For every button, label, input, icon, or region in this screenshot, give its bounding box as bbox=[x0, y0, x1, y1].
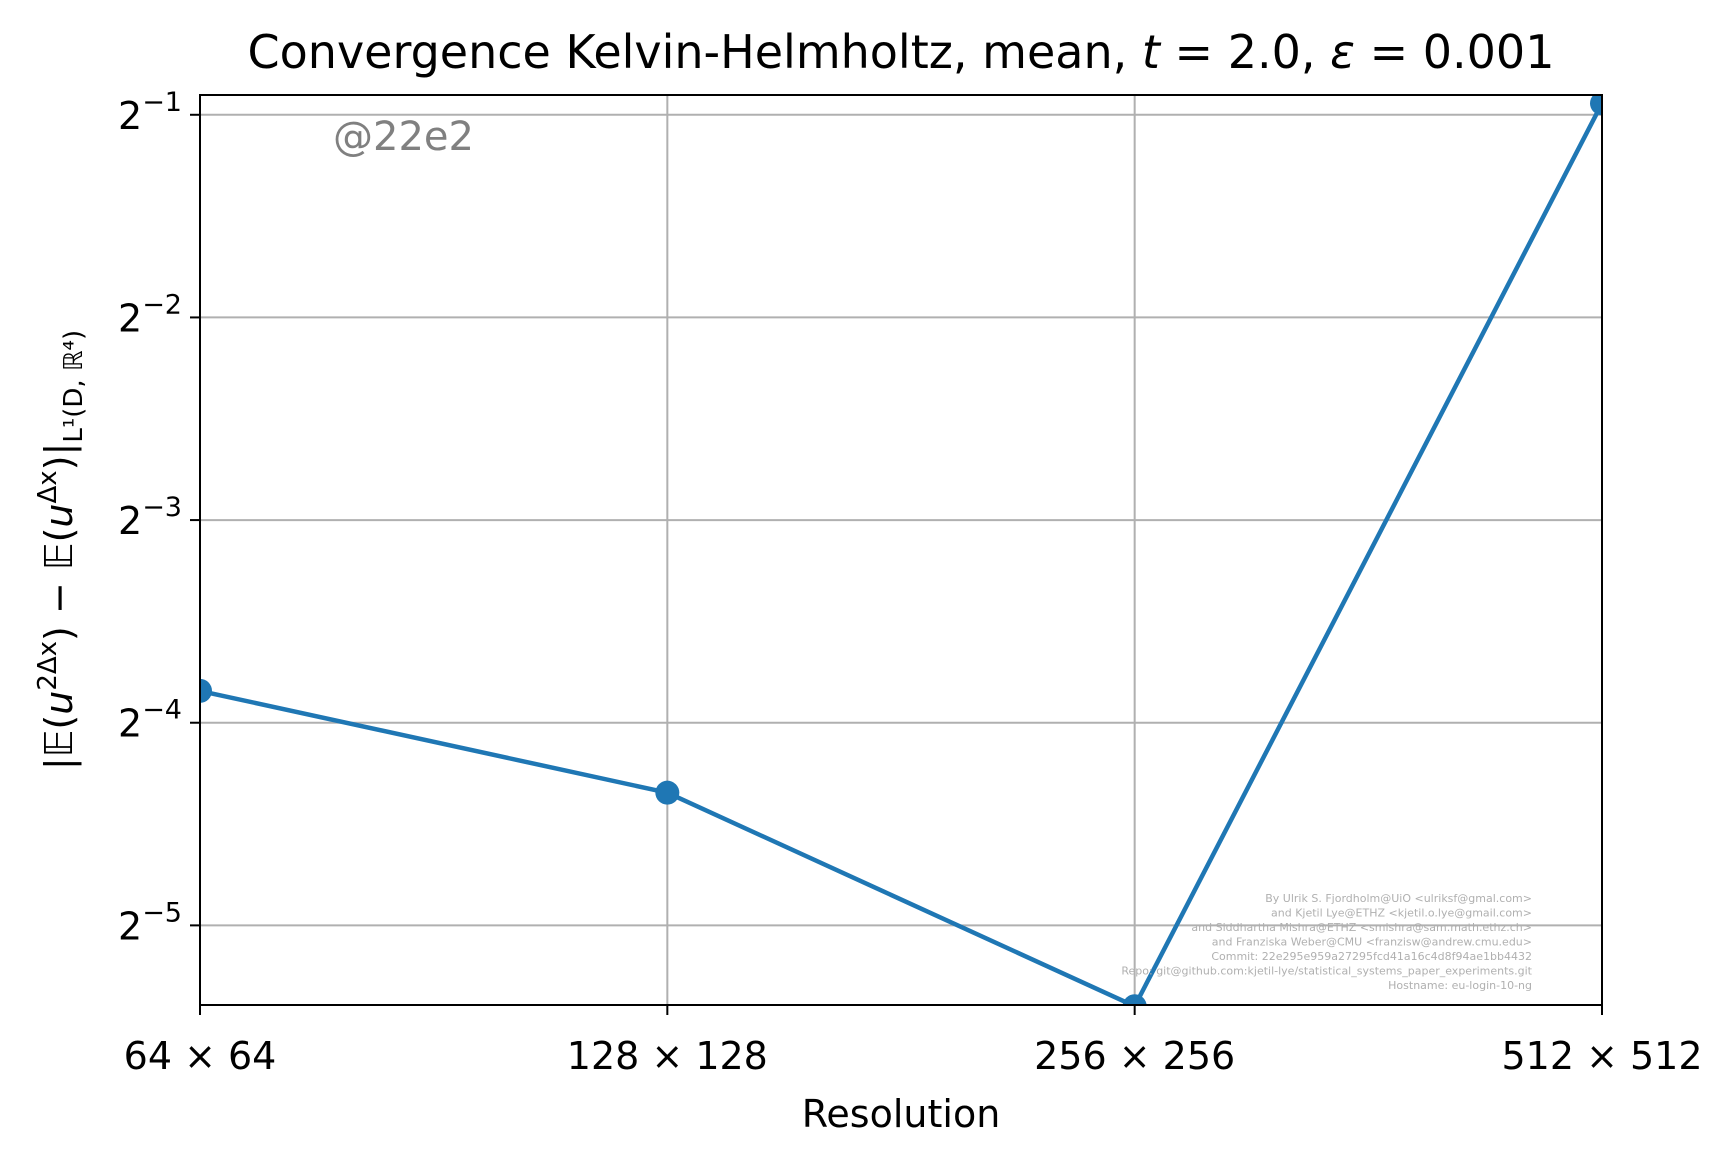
data-point bbox=[655, 780, 680, 805]
data-point bbox=[200, 678, 212, 703]
ylabel-part: |𝔼( bbox=[37, 715, 82, 770]
x-tick-label: 128 × 128 bbox=[567, 1034, 768, 1078]
credit-line: Repo: git@github.com:kjetil-lye/statisti… bbox=[1121, 965, 1532, 978]
ylabel-part: ) − 𝔼( bbox=[37, 528, 81, 641]
data-point bbox=[1122, 994, 1147, 1005]
y-tick-base: 2 bbox=[118, 499, 142, 543]
y-tick-label: 2−1 bbox=[118, 87, 182, 138]
y-tick-base: 2 bbox=[118, 904, 142, 948]
title-symbol: t bbox=[1142, 25, 1162, 79]
credits-block: By Ulrik S. Fjordholm@UiO <ulriksf@gmal.… bbox=[1121, 892, 1532, 992]
chart-title: Convergence Kelvin-Helmholtz, mean, t = … bbox=[248, 25, 1555, 79]
series-layer bbox=[200, 95, 1602, 1005]
title-fragment: = bbox=[1355, 25, 1423, 79]
grid bbox=[199, 95, 1603, 1005]
y-tick-label: 2−4 bbox=[118, 695, 182, 746]
y-axis-label-group: |𝔼(u2Δx) − 𝔼(uΔx)|L¹(D, ℝ⁴) bbox=[33, 330, 89, 770]
ylabel-sub: L¹(D, ℝ⁴) bbox=[59, 330, 89, 443]
y-tick-exp: −4 bbox=[142, 695, 182, 726]
credit-line: Commit: 22e295e959a27295fcd41a16c4d8f94a… bbox=[1211, 950, 1532, 963]
x-axis-label: Resolution bbox=[802, 1092, 1001, 1136]
ylabel-sup: 2Δx bbox=[33, 641, 63, 691]
title-fragment: 0.001 bbox=[1423, 25, 1555, 79]
ylabel-part: u bbox=[37, 691, 81, 715]
credit-line: and Kjetil Lye@ETHZ <kjetil.o.lye@gmail.… bbox=[1271, 907, 1532, 920]
y-tick-exp: −1 bbox=[142, 87, 182, 118]
plot-frame bbox=[199, 94, 1603, 1006]
y-tick-exp: −2 bbox=[142, 289, 182, 320]
y-tick-exp: −5 bbox=[142, 897, 182, 928]
series-line bbox=[200, 102, 1602, 1005]
credit-line: and Franziska Weber@CMU <franzisw@andrew… bbox=[1212, 936, 1532, 949]
y-tick-exp: −3 bbox=[142, 492, 182, 523]
x-tick-label: 256 × 256 bbox=[1034, 1034, 1235, 1078]
y-tick-label: 2−5 bbox=[118, 897, 182, 948]
watermark: @22e2 bbox=[333, 114, 474, 160]
y-tick-base: 2 bbox=[118, 296, 142, 340]
ylabel-part: u bbox=[37, 503, 81, 527]
title-fragment: = bbox=[1160, 25, 1228, 79]
data-point bbox=[1590, 95, 1602, 116]
ylabel-sup: Δx bbox=[33, 470, 63, 503]
credit-line: and Siddhartha Mishra@ETHZ <smishra@sam.… bbox=[1191, 921, 1532, 934]
title-fragment: Convergence Kelvin-Helmholtz, mean, bbox=[248, 25, 1142, 79]
x-tick-label: 512 × 512 bbox=[1501, 1034, 1702, 1078]
title-fragment: 2.0, bbox=[1228, 25, 1330, 79]
y-axis-label: |𝔼(u2Δx) − 𝔼(uΔx)|L¹(D, ℝ⁴) bbox=[33, 330, 89, 770]
credit-line: Hostname: eu-login-10-ng bbox=[1388, 979, 1532, 992]
title-symbol: ε bbox=[1330, 25, 1355, 79]
ticks: 64 × 64 128 × 128 256 × 256 512 × 5122−12−2… bbox=[118, 87, 1703, 1078]
x-tick-label: 64 × 64 bbox=[124, 1034, 277, 1078]
y-tick-label: 2−2 bbox=[118, 289, 182, 340]
ylabel-part: )| bbox=[37, 443, 82, 471]
y-tick-base: 2 bbox=[118, 702, 142, 746]
credit-line: By Ulrik S. Fjordholm@UiO <ulriksf@gmal.… bbox=[1265, 892, 1532, 905]
y-tick-label: 2−3 bbox=[118, 492, 182, 543]
y-tick-base: 2 bbox=[118, 94, 142, 138]
